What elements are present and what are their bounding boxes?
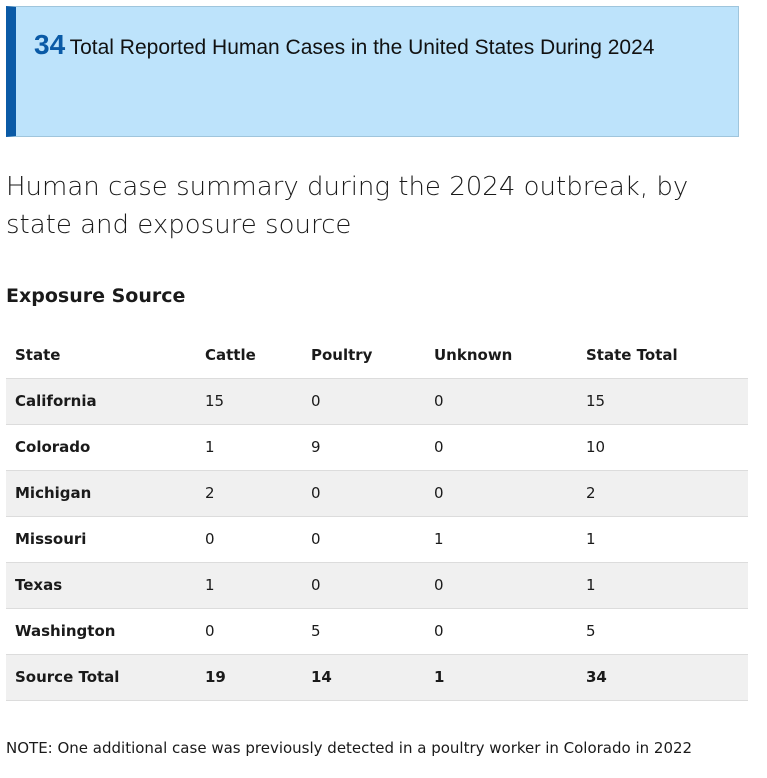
state-cell: Colorado (15, 438, 91, 456)
unknown-cell: 0 (434, 576, 444, 594)
total-cases-callout: 34 Total Reported Human Cases in the Uni… (6, 6, 739, 137)
table-caption: Exposure Source (6, 285, 186, 307)
table-row: California 15 0 0 15 (6, 378, 748, 424)
table-row: Missouri 0 0 1 1 (6, 516, 748, 562)
cattle-cell: 1 (205, 438, 215, 456)
poultry-cell: 0 (311, 576, 321, 594)
source-total-label: Source Total (15, 668, 120, 686)
state-total-cell: 5 (586, 622, 596, 640)
poultry-cell: 9 (311, 438, 321, 456)
source-total-row: Source Total 19 14 1 34 (6, 654, 748, 700)
table-row: Colorado 1 9 0 10 (6, 424, 748, 470)
column-header-poultry: Poultry (311, 345, 373, 364)
state-cell: Washington (15, 622, 116, 640)
poultry-total-cell: 14 (311, 668, 332, 686)
column-header-state: State (15, 345, 61, 364)
grand-total-cell: 34 (586, 668, 607, 686)
state-cell: California (15, 392, 97, 410)
total-cases-label: Total Reported Human Cases in the United… (69, 36, 655, 59)
table-header: State Cattle Poultry Unknown State Total (6, 332, 748, 378)
table-row: Texas 1 0 0 1 (6, 562, 748, 608)
table-row: Washington 0 5 0 5 (6, 608, 748, 654)
unknown-cell: 0 (434, 484, 444, 502)
cattle-cell: 1 (205, 576, 215, 594)
poultry-cell: 0 (311, 392, 321, 410)
state-cell: Texas (15, 576, 63, 594)
cattle-cell: 0 (205, 622, 215, 640)
callout-line: 34 Total Reported Human Cases in the Uni… (34, 29, 654, 61)
poultry-cell: 5 (311, 622, 321, 640)
section-title: Human case summary during the 2024 outbr… (6, 172, 689, 240)
column-header-unknown: Unknown (434, 345, 513, 364)
poultry-cell: 0 (311, 530, 321, 548)
state-cell: Michigan (15, 484, 92, 502)
total-cases-number: 34 (34, 29, 66, 60)
footnote: NOTE: One additional case was previously… (6, 739, 693, 757)
poultry-cell: 0 (311, 484, 321, 502)
column-header-cattle: Cattle (205, 345, 256, 364)
cattle-cell: 0 (205, 530, 215, 548)
state-total-cell: 10 (586, 438, 606, 456)
state-cell: Missouri (15, 530, 87, 548)
column-header-state-total: State Total (586, 345, 678, 364)
table-row: Michigan 2 0 0 2 (6, 470, 748, 516)
unknown-cell: 0 (434, 392, 444, 410)
unknown-cell: 1 (434, 530, 444, 548)
state-total-cell: 1 (586, 530, 596, 548)
header-row: State Cattle Poultry Unknown State Total (6, 332, 748, 378)
unknown-cell: 0 (434, 622, 444, 640)
cattle-total-cell: 19 (205, 668, 226, 686)
state-total-cell: 2 (586, 484, 596, 502)
state-total-cell: 15 (586, 392, 606, 410)
cattle-cell: 15 (205, 392, 225, 410)
unknown-total-cell: 1 (434, 668, 445, 686)
table-body: California 15 0 0 15 Colorado 1 9 0 10 M… (6, 378, 748, 700)
case-summary-table: State Cattle Poultry Unknown State Total… (6, 332, 748, 701)
state-total-cell: 1 (586, 576, 596, 594)
cattle-cell: 2 (205, 484, 215, 502)
unknown-cell: 0 (434, 438, 444, 456)
